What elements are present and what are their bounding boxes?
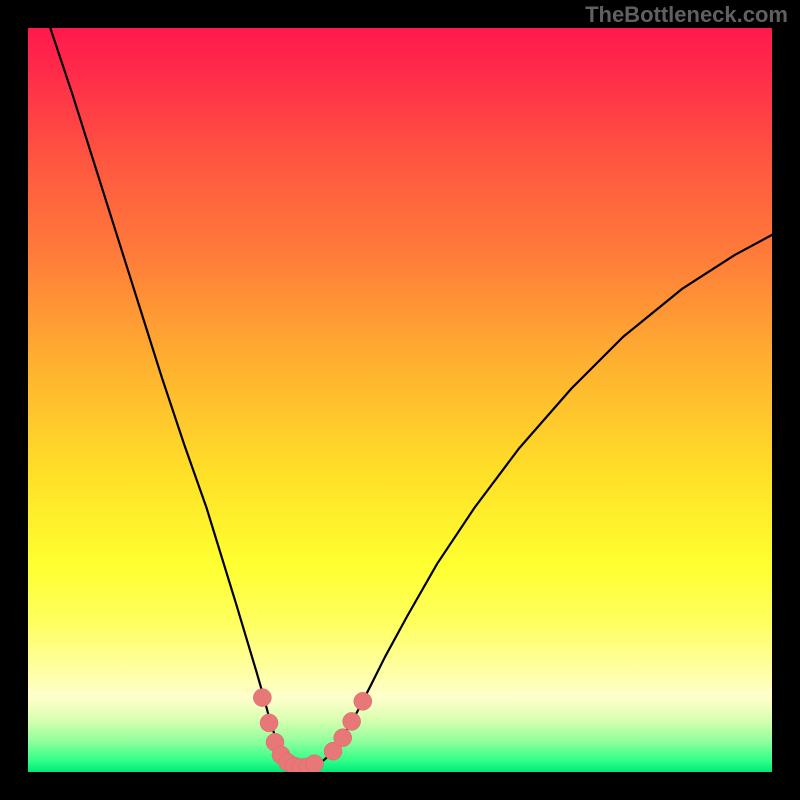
curve-marker [343,712,361,730]
bottleneck-curve-chart [28,28,772,772]
viewport: TheBottleneck.com [0,0,800,800]
watermark-text: TheBottleneck.com [585,2,788,28]
curve-marker [260,714,278,732]
curve-marker [334,729,352,747]
chart-background [28,28,772,772]
curve-marker [253,689,271,707]
chart-area [28,28,772,772]
curve-marker [354,692,372,710]
curve-marker [305,755,323,772]
